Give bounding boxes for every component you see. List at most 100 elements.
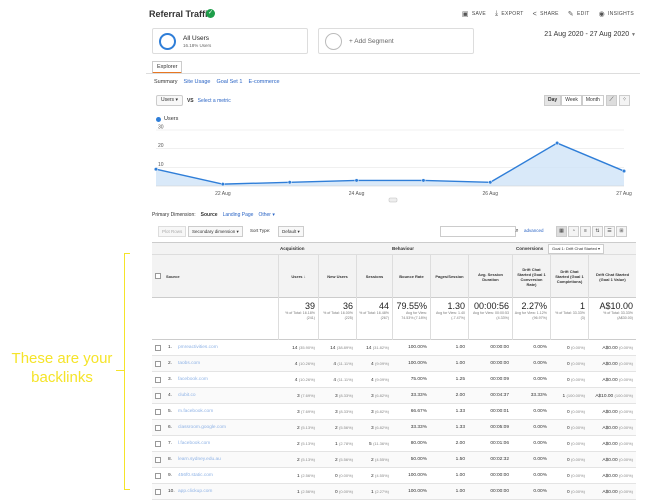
granularity-month[interactable]: Month	[581, 95, 604, 106]
source-link[interactable]: taobs.com	[178, 361, 201, 366]
tab-explorer[interactable]: Explorer	[152, 61, 183, 74]
share-icon: <	[532, 10, 538, 18]
column-new-users[interactable]: New Users	[318, 255, 356, 298]
cell-value-text: 2.00	[455, 393, 465, 398]
chevron-down-icon: ▾	[297, 229, 300, 234]
subtab-site-usage[interactable]: Site Usage	[183, 79, 211, 85]
header-actions: ▣ SAVE ⤓ EXPORT < SHARE ✎ EDIT ◉ INSIGHTS	[462, 10, 634, 18]
data-point[interactable]	[555, 141, 560, 146]
column-goal-conversion-rate[interactable]: Drift Chat Started (Goal 1 Conversion Ra…	[512, 255, 550, 298]
source-link[interactable]: pmreactivities.com	[178, 345, 218, 350]
motion-chart-icon[interactable]: ⁘	[619, 95, 630, 106]
primary-dimension-other[interactable]: Other ▾	[258, 212, 274, 218]
pie-view-icon[interactable]: ◔	[568, 226, 579, 237]
source-link[interactable]: 456f0.static.com	[178, 473, 213, 478]
column-bounce-rate[interactable]: Bounce Rate	[392, 255, 430, 298]
column-goal-value[interactable]: Drift Chat Started (Goal 1 Value)	[588, 255, 636, 298]
secondary-dimension-select[interactable]: Secondary dimension ▾	[188, 226, 243, 237]
data-point[interactable]	[621, 169, 627, 174]
source-link[interactable]: app.clickup.com	[178, 489, 213, 494]
source-link[interactable]: clubit.co	[178, 393, 196, 398]
column-goal-completions[interactable]: Drift Chat Started (Goal 1 Completions)	[550, 255, 588, 298]
cell-value-text: 0.00%	[533, 473, 547, 478]
share-button[interactable]: < SHARE	[533, 10, 559, 18]
row-checkbox[interactable]	[155, 457, 161, 463]
column-pages-session[interactable]: Pages/Session	[430, 255, 468, 298]
term-cloud-view-icon[interactable]: ☰	[604, 226, 615, 237]
edit-button[interactable]: ✎ EDIT	[568, 10, 590, 18]
insights-label: INSIGHTS	[607, 11, 634, 17]
source-link[interactable]: learn.sydney.edu.au	[178, 457, 221, 462]
cell-pages-session: 1.50	[430, 452, 468, 468]
goal-select[interactable]: Goal 1: Drift Chat Started ▾	[548, 244, 605, 254]
subtab-ecommerce[interactable]: E-commerce	[248, 79, 280, 85]
row-checkbox[interactable]	[155, 393, 161, 399]
data-point[interactable]	[287, 180, 292, 185]
cell-users: 2 (5.13%)	[278, 436, 318, 452]
line-chart-icon[interactable]: ⟋	[606, 95, 617, 106]
cell-percent: (100.00%)	[614, 393, 633, 398]
data-point[interactable]	[153, 167, 159, 172]
plot-rows-button[interactable]: Plot Rows	[158, 226, 187, 237]
row-checkbox[interactable]	[155, 425, 161, 431]
granularity-week[interactable]: Week	[561, 95, 582, 106]
sort-type-select[interactable]: Default ▾	[278, 226, 304, 237]
performance-view-icon[interactable]: ≡	[580, 226, 591, 237]
data-table-view-icon[interactable]: ▦	[556, 226, 567, 237]
row-number: 5.	[168, 409, 173, 414]
primary-dimension-source[interactable]: Source	[200, 212, 218, 218]
chevron-down-icon: ▾	[272, 212, 275, 218]
insights-button[interactable]: ◉ INSIGHTS	[599, 10, 634, 18]
add-segment-button[interactable]: + Add Segment	[318, 28, 474, 54]
row-checkbox[interactable]	[155, 361, 161, 367]
search-icon[interactable]: ⌕	[515, 228, 519, 234]
data-point[interactable]	[220, 182, 225, 187]
cell-percent: (8.33%)	[338, 393, 353, 398]
cell-percent: (38.89%)	[336, 345, 353, 350]
granularity-day[interactable]: Day	[544, 95, 562, 106]
metric-select[interactable]: Users ▾	[156, 95, 183, 106]
advanced-filter-link[interactable]: advanced	[524, 228, 544, 233]
select-metric-link[interactable]: Select a metric	[197, 97, 231, 104]
table-search-input[interactable]	[440, 226, 516, 237]
select-all-checkbox[interactable]	[155, 273, 161, 279]
row-checkbox[interactable]	[155, 441, 161, 447]
column-sessions[interactable]: Sessions	[356, 255, 392, 298]
row-checkbox[interactable]	[155, 489, 161, 495]
data-point[interactable]	[421, 178, 426, 183]
data-point[interactable]	[488, 180, 493, 185]
row-checkbox[interactable]	[155, 409, 161, 415]
source-link[interactable]: l.facebook.com	[178, 441, 211, 446]
users-area-fill	[156, 143, 624, 186]
row-checkbox[interactable]	[155, 473, 161, 479]
row-checkbox[interactable]	[155, 377, 161, 383]
pivot-view-icon[interactable]: ⊞	[616, 226, 627, 237]
total-subtext: Avg for View: 74.53% (7.18%)	[401, 311, 427, 320]
source-link[interactable]: facebook.com	[178, 377, 208, 382]
primary-dimension-landing-page[interactable]: Landing Page	[222, 212, 254, 218]
table-row: 6. classroom.google.com 2 (5.13%) 2 (5.56%)…	[152, 420, 636, 436]
y-tick-label: 20	[158, 143, 164, 149]
column-source[interactable]: Source	[166, 274, 180, 279]
column-avg-session-duration[interactable]: Avg. Session Duration	[468, 255, 512, 298]
source-link[interactable]: m.facebook.com	[178, 409, 214, 414]
y-tick-label: 10	[158, 162, 164, 168]
data-point[interactable]	[354, 178, 359, 183]
source-link[interactable]: classroom.google.com	[178, 425, 226, 430]
row-checkbox[interactable]	[155, 345, 161, 351]
subtab-summary[interactable]: Summary	[154, 79, 178, 85]
cell-value-text: A$0.00	[602, 458, 618, 463]
cell-percent: (0.00%)	[570, 425, 585, 430]
subtab-goal-set-1[interactable]: Goal Set 1	[216, 79, 243, 85]
chart-drag-handle[interactable]	[388, 197, 398, 203]
total-users: 39% of Total: 16.18% (241)	[278, 298, 318, 340]
segment-circle-icon	[159, 33, 176, 50]
segment-all-users[interactable]: All Users 16.18% Users	[152, 28, 308, 54]
comparison-view-icon[interactable]: ⇅	[592, 226, 603, 237]
export-button[interactable]: ⤓ EXPORT	[495, 10, 524, 18]
save-button[interactable]: ▣ SAVE	[462, 10, 486, 18]
date-range-picker[interactable]: 21 Aug 2020 - 27 Aug 2020 ▼	[544, 31, 636, 38]
cell-value-text: 3	[334, 394, 338, 399]
cell-value-text: 0	[566, 458, 570, 463]
column-users[interactable]: Users ↓	[278, 255, 318, 298]
